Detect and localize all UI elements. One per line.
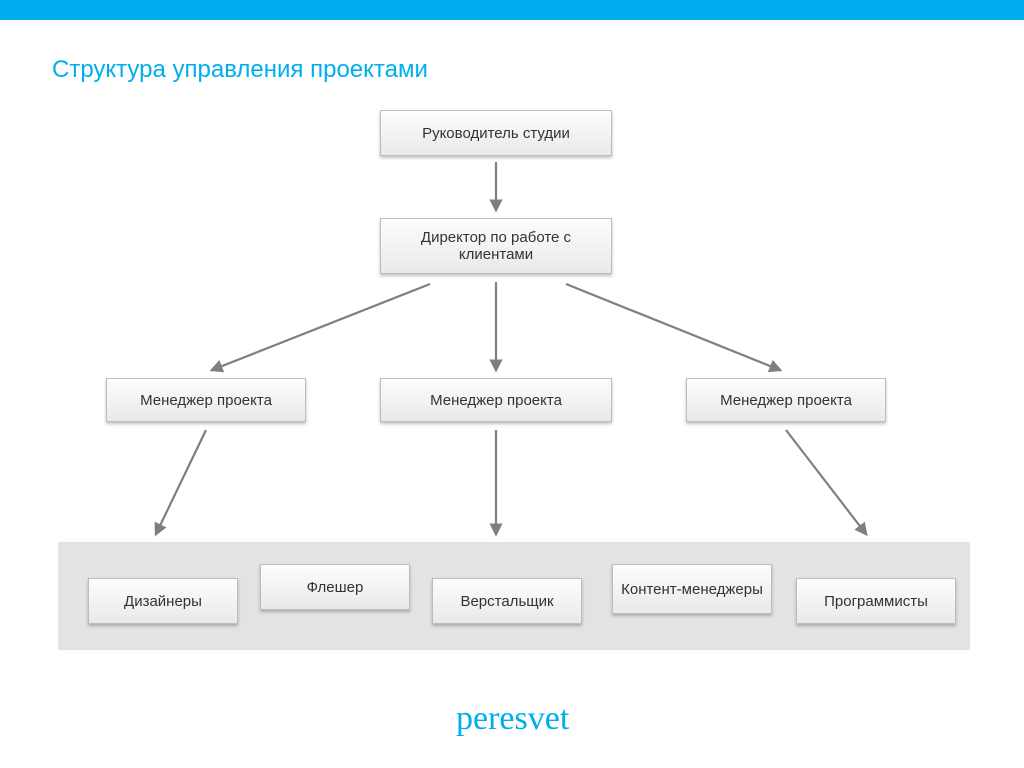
top-bar [0,0,1024,20]
org-node-m2: Менеджер проекта [380,378,612,422]
edge-m1-pool [156,430,206,534]
org-node-m3: Менеджер проекта [686,378,886,422]
diagram-stage: Структура управления проектами Руководит… [0,0,1024,768]
page-title: Структура управления проектами [52,56,428,84]
org-node-r2: Флешер [260,564,410,610]
org-node-n2: Директор по работе с клиентами [380,218,612,274]
edge-n2-m1 [212,284,430,370]
brand-logo: peresvet [456,700,569,738]
edge-n2-m3 [566,284,780,370]
org-node-m1: Менеджер проекта [106,378,306,422]
edge-m3-pool [786,430,866,534]
org-node-r5: Программисты [796,578,956,624]
org-node-r3: Верстальщик [432,578,582,624]
org-node-r1: Дизайнеры [88,578,238,624]
org-node-r4: Контент-менеджеры [612,564,772,614]
org-node-n1: Руководитель студии [380,110,612,156]
